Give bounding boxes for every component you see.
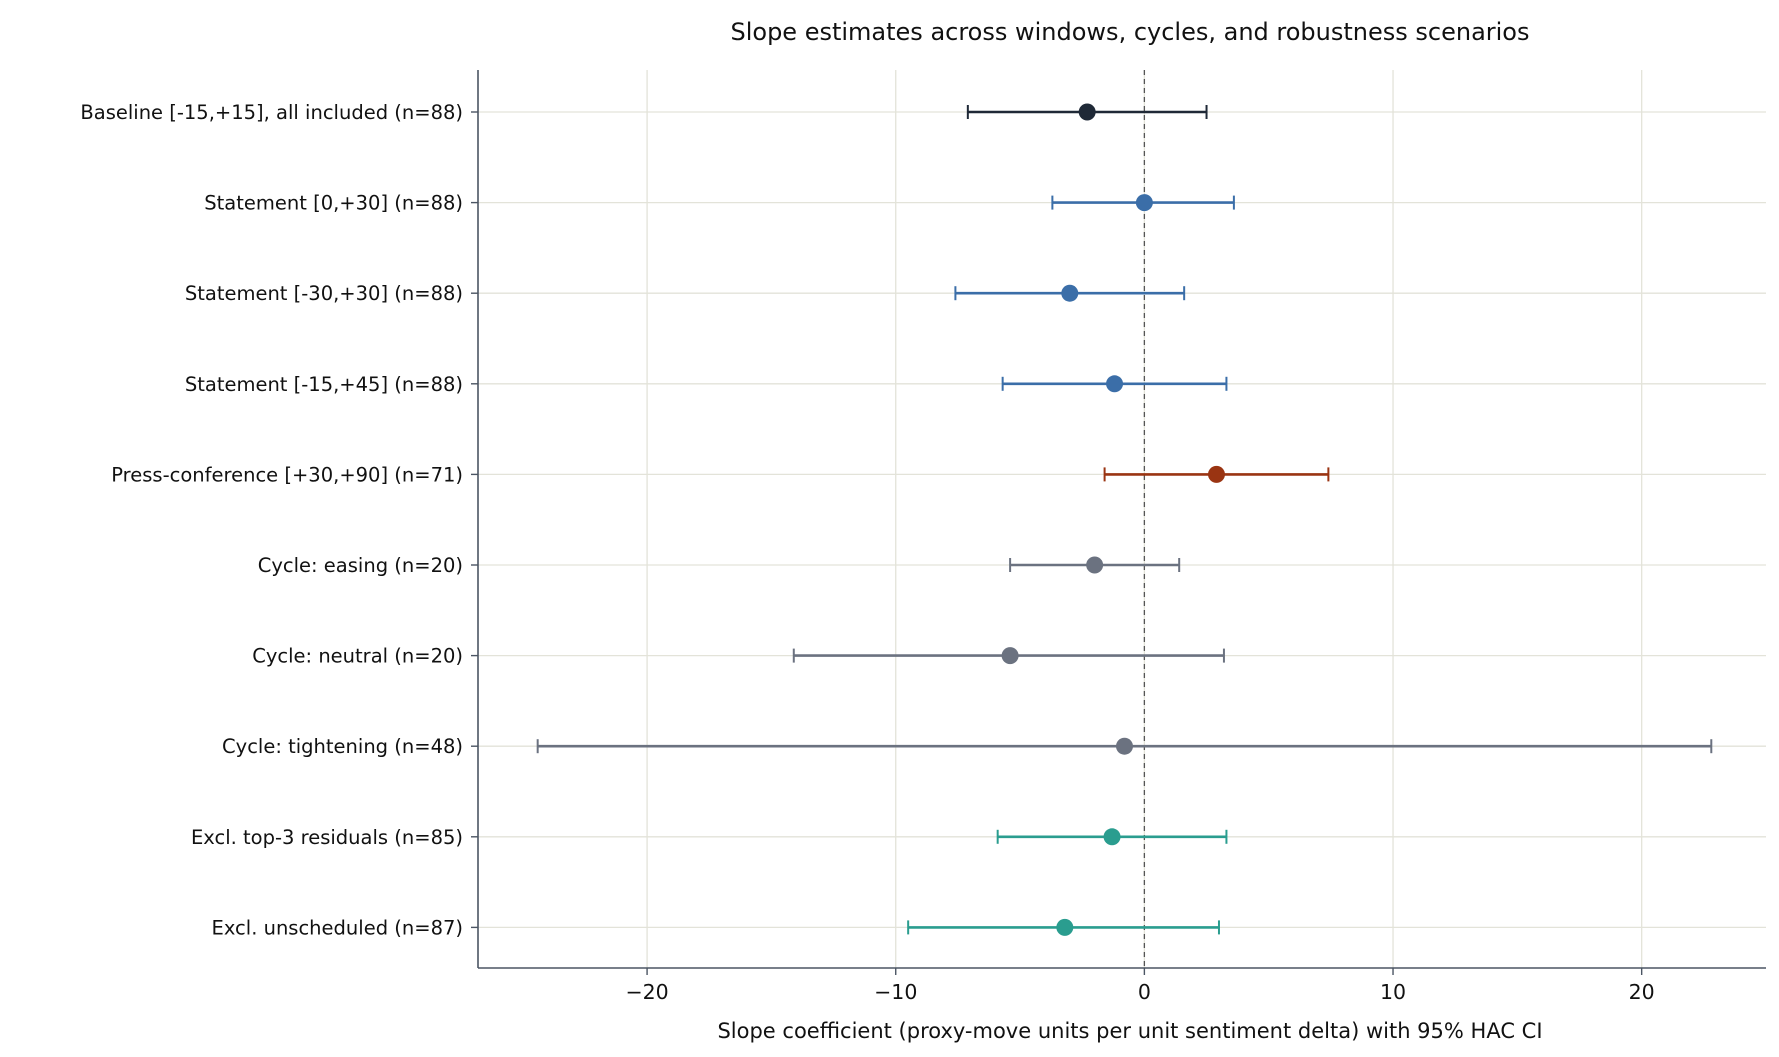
ci-row xyxy=(996,828,1228,846)
ci-row xyxy=(907,918,1220,936)
axes-layer xyxy=(471,70,1766,975)
ci-row xyxy=(954,284,1186,302)
estimate-point xyxy=(1001,647,1019,665)
estimate-point xyxy=(1078,103,1096,121)
estimate-point xyxy=(1135,194,1153,212)
chart-title: Slope estimates across windows, cycles, … xyxy=(730,18,1529,46)
ci-row xyxy=(536,737,1713,755)
row-label: Cycle: tightening (n=48) xyxy=(222,735,463,758)
row-label: Cycle: neutral (n=20) xyxy=(252,645,463,668)
x-tick-label: −20 xyxy=(625,980,668,1004)
ci-row xyxy=(1009,556,1181,574)
ci-row xyxy=(792,647,1225,665)
estimate-point xyxy=(1207,465,1225,483)
estimate-point xyxy=(1115,737,1133,755)
row-label: Press-conference [+30,+90] (n=71) xyxy=(111,463,463,486)
row-label: Cycle: easing (n=20) xyxy=(258,554,463,577)
ci-row xyxy=(1103,465,1330,483)
x-tick-label: 10 xyxy=(1380,980,1406,1004)
row-label: Baseline [-15,+15], all included (n=88) xyxy=(80,101,463,124)
estimate-point xyxy=(1086,556,1104,574)
row-label: Statement [-15,+45] (n=88) xyxy=(185,373,463,396)
labels-layer: Baseline [-15,+15], all included (n=88) S… xyxy=(80,101,1654,1004)
x-axis-label: Slope coefficient (proxy-move units per … xyxy=(717,1019,1542,1043)
x-tick-label: −10 xyxy=(874,980,917,1004)
estimate-point xyxy=(1056,918,1074,936)
estimate-point xyxy=(1061,284,1079,302)
grid-layer xyxy=(478,70,1766,968)
ci-row xyxy=(1001,375,1228,393)
ci-row xyxy=(1051,194,1235,212)
row-label: Excl. top-3 residuals (n=85) xyxy=(191,826,463,849)
row-label: Statement [-30,+30] (n=88) xyxy=(185,282,463,305)
estimate-point xyxy=(1106,375,1124,393)
row-label: Statement [0,+30] (n=88) xyxy=(204,192,463,215)
x-tick-label: 20 xyxy=(1629,980,1655,1004)
row-label: Excl. unscheduled (n=87) xyxy=(212,916,463,939)
marks-layer xyxy=(536,103,1713,936)
x-tick-label: 0 xyxy=(1138,980,1151,1004)
ci-row xyxy=(966,103,1208,121)
estimate-point xyxy=(1103,828,1121,846)
